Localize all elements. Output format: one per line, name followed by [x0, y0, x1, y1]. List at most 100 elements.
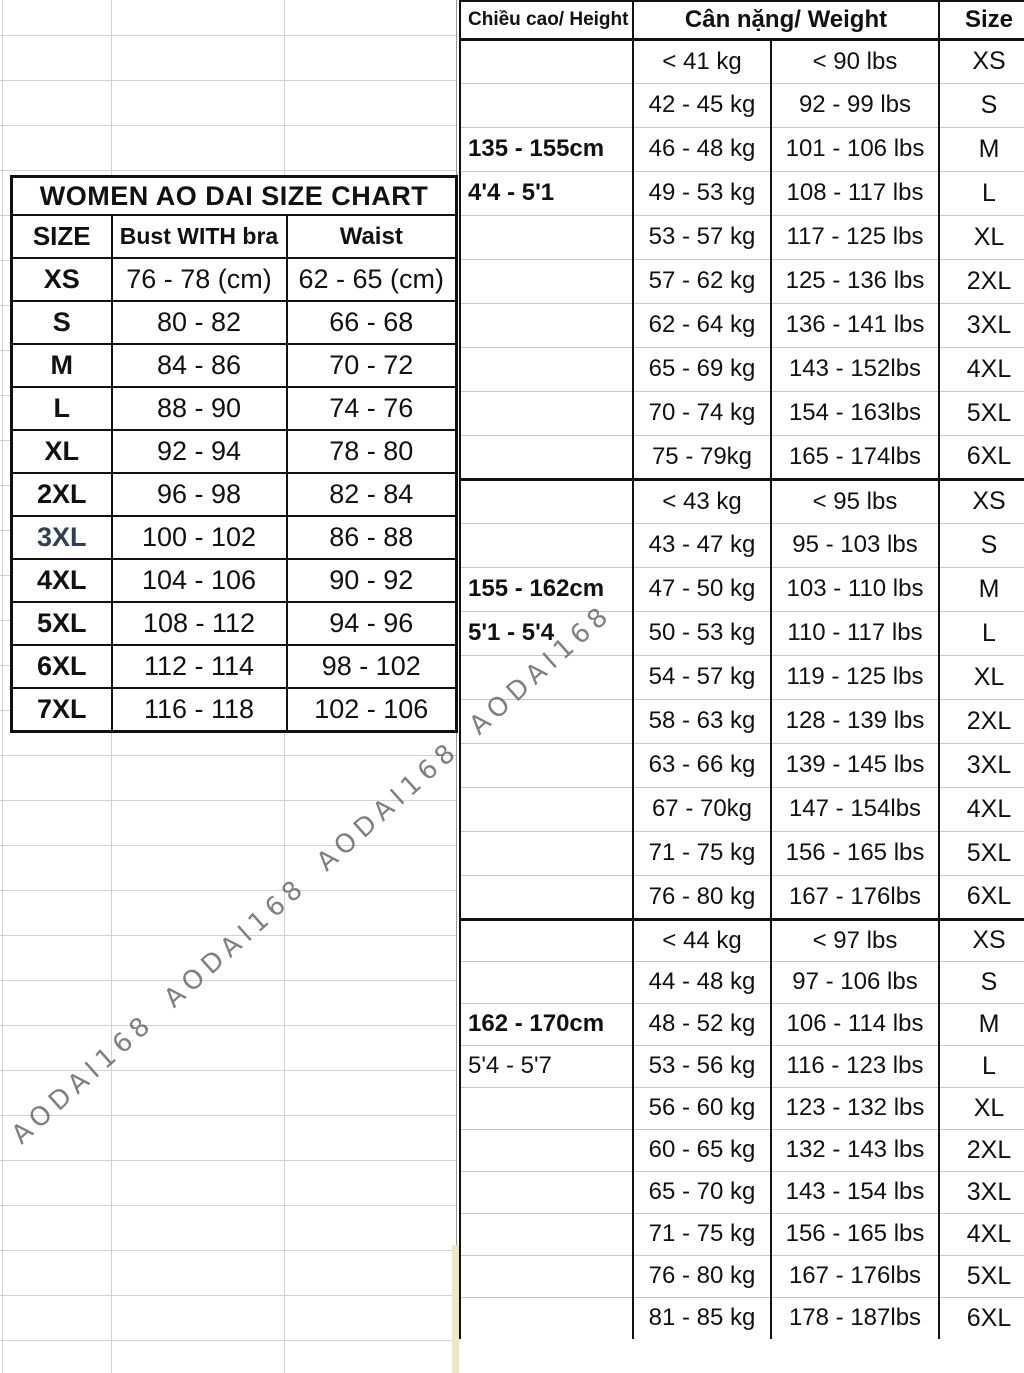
size-cell: M [938, 126, 1024, 171]
column-header-size: Size [938, 0, 1024, 40]
table-row: 57 - 62 kg 125 - 136 lbs 2XL [459, 258, 1024, 303]
lbs-cell: < 90 lbs [770, 37, 940, 83]
column-header-waist: Waist [285, 214, 458, 259]
height-cell [459, 346, 634, 391]
lbs-cell: 143 - 154 lbs [770, 1170, 940, 1213]
table-row: 5'1 - 5'4 50 - 53 kg 110 - 117 lbs L [459, 610, 1024, 655]
table-row: 2XL 96 - 98 82 - 84 [10, 472, 458, 517]
lbs-cell: 125 - 136 lbs [770, 258, 940, 303]
waist-cell: 90 - 92 [285, 558, 458, 603]
height-cell [459, 1296, 634, 1339]
kg-cell: 50 - 53 kg [632, 610, 772, 655]
waist-cell: 74 - 76 [285, 386, 458, 431]
column-header-size: SIZE [10, 214, 113, 259]
height-section: < 44 kg < 97 lbs XS 44 - 48 kg 97 - 106 lbs S… [459, 917, 1024, 1339]
size-cell: S [938, 522, 1024, 567]
kg-cell: 43 - 47 kg [632, 522, 772, 567]
lbs-cell: 108 - 117 lbs [770, 170, 940, 215]
lbs-cell: 132 - 143 lbs [770, 1128, 940, 1171]
size-cell: XL [10, 429, 113, 474]
size-cell: L [938, 170, 1024, 215]
lbs-cell: 156 - 165 lbs [770, 830, 940, 875]
lbs-cell: 92 - 99 lbs [770, 82, 940, 127]
height-cell [459, 477, 634, 523]
size-cell: XS [938, 917, 1024, 961]
size-cell: XS [10, 257, 113, 302]
waist-cell: 62 - 65 (cm) [285, 257, 458, 302]
height-section: < 43 kg < 95 lbs XS 43 - 47 kg 95 - 103 lbs S… [459, 477, 1024, 919]
height-cell [459, 82, 634, 127]
size-cell: 2XL [938, 258, 1024, 303]
size-cell: 3XL [938, 302, 1024, 347]
table-row: S 80 - 82 66 - 68 [10, 300, 458, 345]
size-cell: XS [938, 37, 1024, 83]
height-ft-label: 5'1 - 5'4 [468, 619, 555, 646]
size-cell: 3XL [10, 515, 113, 560]
kg-cell: 53 - 56 kg [632, 1044, 772, 1087]
kg-cell: 42 - 45 kg [632, 82, 772, 127]
table-row: 75 - 79kg 165 - 174lbs 6XL [459, 434, 1024, 479]
table-row: 70 - 74 kg 154 - 163lbs 5XL [459, 390, 1024, 435]
size-cell: 2XL [10, 472, 113, 517]
bust-cell: 76 - 78 (cm) [110, 257, 288, 302]
size-cell: 6XL [10, 644, 113, 689]
height-cell [459, 390, 634, 435]
lbs-cell: 147 - 154lbs [770, 786, 940, 831]
table-row: 81 - 85 kg 178 - 187lbs 6XL [459, 1296, 1024, 1339]
size-cell: 5XL [938, 830, 1024, 875]
size-cell: 3XL [938, 1170, 1024, 1213]
size-cell: 5XL [10, 601, 113, 646]
lbs-cell: < 95 lbs [770, 477, 940, 523]
height-section: < 41 kg < 90 lbs XS 42 - 45 kg 92 - 99 lbs S 1… [459, 37, 1024, 479]
height-cell [459, 522, 634, 567]
height-cell [459, 654, 634, 699]
size-cell: M [938, 566, 1024, 611]
lbs-cell: 139 - 145 lbs [770, 742, 940, 787]
height-cell: 4'4 - 5'1 [459, 170, 634, 215]
size-cell: 2XL [938, 1128, 1024, 1171]
table-row: 71 - 75 kg 156 - 165 lbs 4XL [459, 1212, 1024, 1255]
kg-cell: 67 - 70kg [632, 786, 772, 831]
lbs-cell: 128 - 139 lbs [770, 698, 940, 743]
kg-cell: 54 - 57 kg [632, 654, 772, 699]
lbs-cell: 136 - 141 lbs [770, 302, 940, 347]
kg-cell: 49 - 53 kg [632, 170, 772, 215]
column-header-bust: Bust WITH bra [110, 214, 288, 259]
size-cell: 4XL [938, 346, 1024, 391]
height-cell [459, 37, 634, 83]
height-ft-label: 5'4 - 5'7 [468, 1052, 552, 1079]
table-row: 53 - 57 kg 117 - 125 lbs XL [459, 214, 1024, 259]
lbs-cell: 110 - 117 lbs [770, 610, 940, 655]
lbs-cell: 119 - 125 lbs [770, 654, 940, 699]
table-row: 42 - 45 kg 92 - 99 lbs S [459, 82, 1024, 127]
lbs-cell: 167 - 176lbs [770, 874, 940, 919]
left-table-header-row: SIZE Bust WITH bra Waist [10, 214, 458, 259]
right-table-header-row: Chiều cao/ Height Cân nặng/ Weight Size [459, 0, 1024, 40]
table-row: 54 - 57 kg 119 - 125 lbs XL [459, 654, 1024, 699]
table-row: 5'4 - 5'7 53 - 56 kg 116 - 123 lbs L [459, 1044, 1024, 1087]
kg-cell: 63 - 66 kg [632, 742, 772, 787]
bust-cell: 96 - 98 [110, 472, 288, 517]
height-cell [459, 742, 634, 787]
height-cell [459, 1128, 634, 1171]
kg-cell: 65 - 70 kg [632, 1170, 772, 1213]
height-cell [459, 874, 634, 919]
waist-cell: 94 - 96 [285, 601, 458, 646]
kg-cell: 57 - 62 kg [632, 258, 772, 303]
size-cell: S [938, 82, 1024, 127]
kg-cell: 46 - 48 kg [632, 126, 772, 171]
table-row: XL 92 - 94 78 - 80 [10, 429, 458, 474]
size-cell: 3XL [938, 742, 1024, 787]
table-row: 56 - 60 kg 123 - 132 lbs XL [459, 1086, 1024, 1129]
size-cell: XL [938, 1086, 1024, 1129]
size-cell: 7XL [10, 687, 113, 732]
waist-cell: 82 - 84 [285, 472, 458, 517]
lbs-cell: 154 - 163lbs [770, 390, 940, 435]
kg-cell: 58 - 63 kg [632, 698, 772, 743]
waist-cell: 78 - 80 [285, 429, 458, 474]
size-cell: M [938, 1002, 1024, 1045]
kg-cell: 65 - 69 kg [632, 346, 772, 391]
table-row: XS 76 - 78 (cm) 62 - 65 (cm) [10, 257, 458, 302]
table-row: M 84 - 86 70 - 72 [10, 343, 458, 388]
table-row: < 41 kg < 90 lbs XS [459, 37, 1024, 83]
